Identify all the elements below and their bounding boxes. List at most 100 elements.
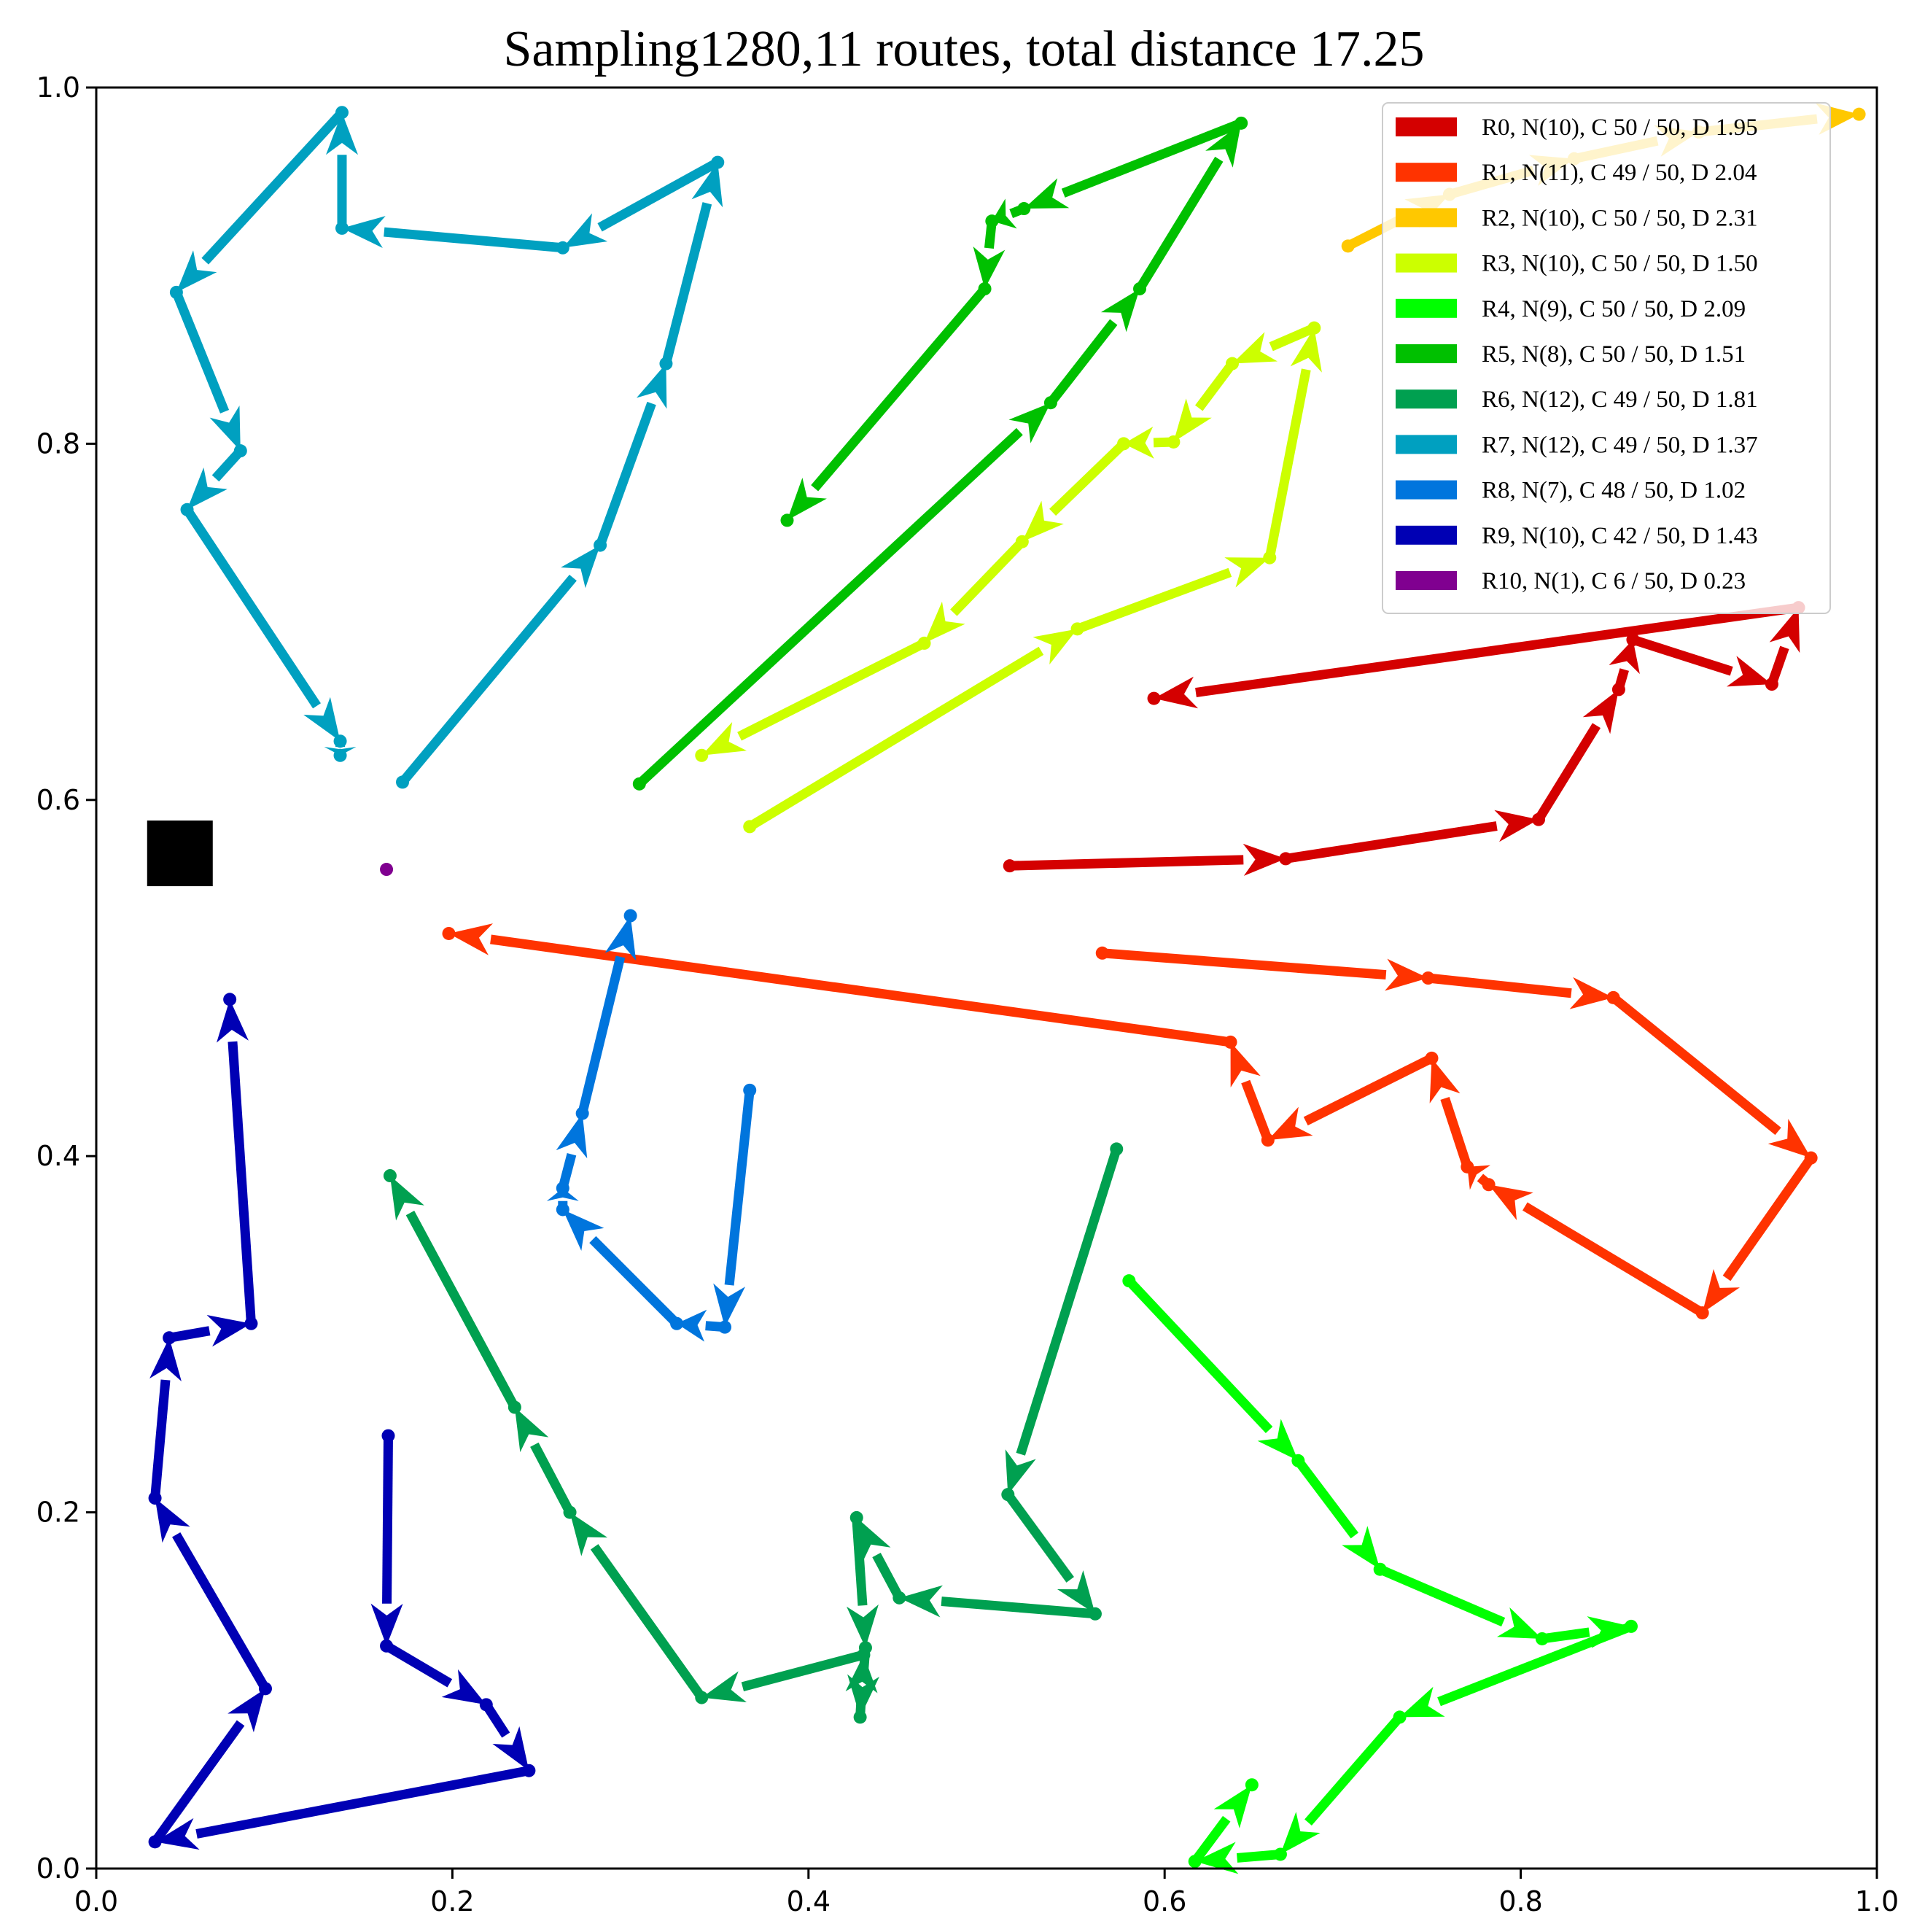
route-7-arrowhead — [187, 468, 228, 510]
route-6-arrowhead — [701, 1671, 747, 1703]
route-3-segment — [1264, 368, 1311, 559]
route-1-segment — [1241, 1079, 1272, 1142]
route-9-stop — [522, 1764, 536, 1777]
route-5-stop — [978, 282, 992, 295]
route-9-arrowhead — [492, 1726, 529, 1771]
route-5-segment — [1061, 118, 1243, 198]
route-4-stop — [1291, 1454, 1305, 1467]
route-4-stop — [1245, 1778, 1259, 1792]
route-1-arrowhead — [1429, 1058, 1461, 1103]
route-9-segment — [172, 1532, 270, 1691]
route-3-arrowhead — [1032, 629, 1078, 665]
route-5-arrowhead — [1024, 178, 1070, 209]
route-1-segment — [1610, 993, 1781, 1136]
route-6-stop — [508, 1400, 521, 1414]
route-6-stop — [853, 1710, 867, 1724]
route-3-stop — [1263, 551, 1277, 565]
route-1-arrowhead — [1488, 1184, 1533, 1220]
route-6-stop — [849, 1510, 863, 1524]
route-8-segment — [724, 1090, 755, 1286]
route-0-stop — [1611, 683, 1625, 697]
route-4-segment — [1294, 1457, 1358, 1539]
legend-label: R9, N(10), C 42 / 50, D 1.43 — [1482, 523, 1758, 549]
legend-swatch — [1396, 117, 1457, 136]
route-7-segment — [597, 158, 720, 232]
route-8-arrowhead — [677, 1309, 707, 1342]
route-4-arrowhead — [1213, 1785, 1252, 1828]
route-9-arrowhead — [217, 999, 249, 1043]
route-1-stop — [1421, 971, 1435, 985]
route-2-stop — [1341, 239, 1355, 253]
route-1-stop — [1606, 990, 1620, 1004]
x-axis: 0.0 0.2 0.4 0.6 0.8 1.0 — [74, 1869, 1899, 1917]
route-1-arrowhead — [1267, 1106, 1313, 1141]
route-6-arrowhead — [1005, 1449, 1036, 1495]
route-5-arrowhead — [1205, 123, 1242, 168]
route-5-segment — [636, 427, 1023, 788]
route-8-stop — [556, 1182, 569, 1195]
route-9-arrowhead — [155, 1498, 190, 1543]
route-8-arrowhead — [604, 915, 637, 961]
route-1-stop — [1695, 1306, 1709, 1320]
route-3-arrowhead — [924, 601, 965, 643]
route-1-segment — [1427, 973, 1572, 998]
route-4-segment — [1191, 1815, 1231, 1865]
route-7-segment — [183, 507, 321, 709]
route-5-stop — [1234, 116, 1248, 130]
route-3-stop — [1117, 437, 1131, 451]
route-6-arrowhead — [856, 1517, 891, 1563]
x-tick-label: 1.0 — [1855, 1885, 1899, 1917]
route-0-segment — [1631, 635, 1733, 676]
route-0-stop — [1147, 691, 1161, 705]
route-7-arrowhead — [636, 363, 667, 409]
route-0-stop — [1532, 812, 1546, 826]
route-1-segment — [1440, 1096, 1472, 1168]
route-4-arrowhead — [1496, 1607, 1542, 1639]
route-6-stop — [1001, 1488, 1015, 1502]
route-7-arrowhead — [561, 545, 601, 589]
route-0-arrowhead — [1609, 640, 1640, 675]
legend-swatch — [1396, 480, 1457, 500]
route-9-stop — [380, 1639, 394, 1653]
route-6-segment — [530, 1442, 575, 1515]
route-7-arrowhead — [303, 697, 341, 742]
route-8-stop — [556, 1203, 569, 1217]
route-4-segment — [1125, 1277, 1273, 1433]
route-1-arrowhead — [1385, 958, 1428, 991]
route-9-stop — [258, 1682, 272, 1696]
route-7-segment — [595, 401, 656, 547]
route-6-segment — [590, 1544, 706, 1701]
route-4-arrowhead — [1194, 1842, 1239, 1874]
route-9-segment — [384, 1642, 453, 1688]
route-3-stop — [1307, 321, 1321, 335]
route-6-arrowhead — [899, 1585, 943, 1618]
route-3-arrowhead — [1290, 327, 1322, 373]
route-1-segment — [1722, 1155, 1815, 1281]
route-5-stop — [1043, 396, 1057, 410]
route-6-segment — [1016, 1147, 1121, 1456]
route-7-stop — [335, 221, 349, 235]
route-7-segment — [399, 574, 577, 785]
route-4-stop — [1625, 1619, 1638, 1633]
route-4-arrowhead — [1399, 1686, 1445, 1718]
route-0-segment — [1195, 602, 1800, 697]
route-6-stop — [857, 1648, 871, 1661]
legend-label: R1, N(11), C 49 / 50, D 2.04 — [1482, 160, 1757, 186]
route-3-stop — [743, 820, 757, 834]
route-8-arrowhead — [562, 1209, 604, 1252]
route-8-stop — [743, 1083, 757, 1097]
route-9-arrowhead — [149, 1338, 182, 1382]
route-1-stop — [1461, 1160, 1474, 1173]
route-1-segment — [490, 934, 1232, 1047]
route-6-stop — [1110, 1142, 1124, 1156]
route-4-arrowhead — [1342, 1526, 1380, 1570]
legend-swatch — [1396, 253, 1457, 273]
x-tick-label: 0.4 — [787, 1885, 831, 1917]
route-7-stop — [169, 285, 183, 299]
route-7-stop — [335, 106, 349, 120]
route-7-arrowhead — [691, 162, 723, 208]
route-9-arrowhead — [206, 1315, 252, 1347]
y-axis: 0.0 0.2 0.4 0.6 0.8 1.0 — [36, 71, 96, 1885]
route-0-arrowhead — [1726, 656, 1772, 687]
route-9-stop — [479, 1698, 493, 1712]
